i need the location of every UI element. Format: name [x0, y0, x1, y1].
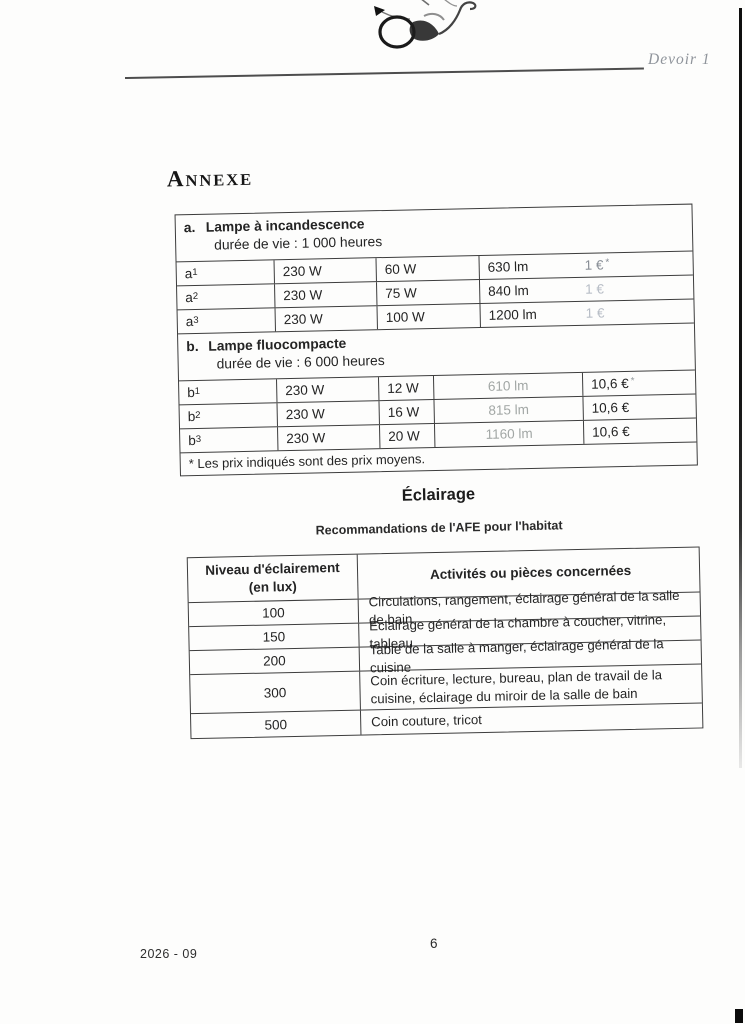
price-value: 1 € [585, 305, 605, 321]
flux-value: 630 lm [487, 258, 529, 275]
section-b-key: b. [186, 338, 199, 355]
footer-reference: 2026 - 09 [140, 947, 198, 961]
price-value: 1 € * [584, 257, 610, 273]
lighting-subtitle: Recommandations de l'AFE pour l'habitat [315, 518, 563, 538]
price-cell: 10,6 € * [583, 370, 695, 395]
footnote-star: * [605, 257, 610, 269]
voltage-cell: 230 W [278, 424, 381, 450]
lux-cell: 150 [189, 623, 360, 651]
lux-cell: 100 [188, 599, 360, 627]
voltage-cell: 230 W [276, 376, 380, 402]
flux-value: 840 lm [488, 282, 529, 299]
lux-cell: 500 [190, 710, 362, 739]
flux-cell: 815 lm [434, 396, 584, 423]
flux-price-cell: 1200 lm 1 € [480, 299, 693, 326]
flux-price-cell: 840 lm 1 € [480, 275, 693, 302]
voltage-cell: 230 W [274, 258, 377, 284]
scanner-edge-mark [735, 1009, 743, 1023]
activities-cell: Coin écriture, lecture, bureau, plan de … [370, 667, 663, 707]
price-value: 10,6 € * [591, 375, 635, 392]
price-cell: 10,6 € [591, 399, 630, 416]
flux-value: 1200 lm [488, 306, 537, 323]
power-cell: 100 W [377, 303, 481, 330]
annexe-title: ANNEXE [166, 166, 254, 192]
price-value: 1 € [585, 281, 605, 297]
section-a-key: a. [183, 219, 196, 236]
lamp-table: a. Lampe à incandescence durée de vie : … [174, 203, 698, 477]
footnote-star: * [630, 375, 635, 387]
flux-cell: 1160 lm [434, 420, 585, 447]
voltage-cell: 230 W [275, 282, 378, 308]
lux-column-header: Niveau d'éclairement (en lux) [187, 554, 359, 603]
power-cell: 12 W [378, 375, 435, 400]
power-cell: 75 W [376, 279, 481, 306]
voltage-cell: 230 W [277, 400, 380, 426]
lux-cell: 200 [189, 647, 361, 675]
scanner-edge-line [739, 8, 742, 768]
power-cell: 60 W [376, 255, 480, 282]
lighting-table: Niveau d'éclairement (en lux) Activités … [186, 546, 704, 740]
power-cell: 20 W [379, 423, 436, 448]
lux-cell: 300 [190, 671, 361, 714]
page-number: 6 [430, 936, 438, 951]
voltage-cell: 230 W [275, 306, 378, 332]
ink-blot [374, 0, 477, 49]
flux-cell: 610 lm [433, 372, 584, 399]
header-course-label: Devoir 1 [648, 51, 711, 68]
price-cell: 10,6 € [592, 423, 630, 440]
flux-price-cell: 630 lm 1 € * [479, 251, 692, 278]
power-cell: 16 W [379, 399, 435, 424]
lighting-title: Éclairage [401, 485, 476, 505]
